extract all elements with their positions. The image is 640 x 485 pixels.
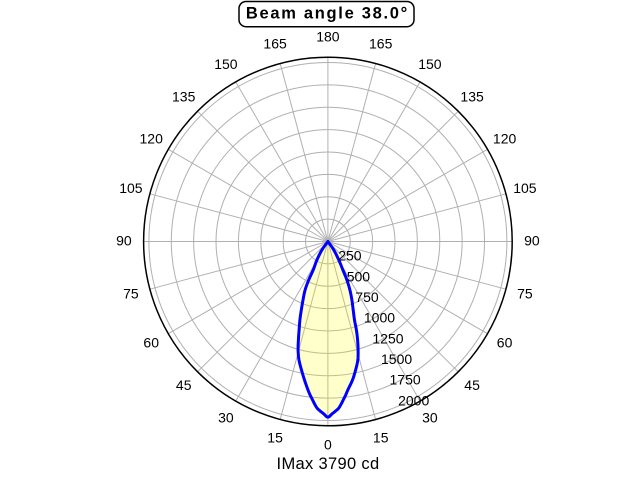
svg-text:IMax 3790 cd: IMax 3790 cd (277, 455, 380, 473)
svg-text:135: 135 (460, 89, 484, 105)
svg-text:120: 120 (140, 131, 164, 147)
svg-text:150: 150 (418, 56, 442, 72)
svg-text:250: 250 (338, 248, 362, 264)
svg-text:45: 45 (176, 377, 192, 393)
svg-text:105: 105 (119, 180, 143, 196)
svg-text:120: 120 (493, 131, 517, 147)
svg-text:105: 105 (513, 180, 537, 196)
svg-text:0: 0 (324, 437, 332, 453)
svg-text:45: 45 (464, 377, 480, 393)
svg-text:75: 75 (123, 286, 139, 302)
svg-text:750: 750 (355, 289, 379, 305)
svg-text:150: 150 (214, 56, 238, 72)
svg-text:75: 75 (517, 286, 533, 302)
svg-text:30: 30 (218, 409, 234, 425)
svg-text:165: 165 (263, 36, 287, 52)
svg-text:135: 135 (172, 89, 196, 105)
svg-text:165: 165 (369, 36, 393, 52)
svg-text:30: 30 (422, 409, 438, 425)
svg-text:15: 15 (373, 430, 389, 446)
svg-text:1500: 1500 (381, 351, 412, 367)
svg-text:60: 60 (497, 335, 513, 351)
svg-text:90: 90 (524, 233, 540, 249)
svg-text:Beam angle 38.0°: Beam angle 38.0° (246, 4, 409, 22)
svg-text:500: 500 (347, 268, 371, 284)
svg-text:90: 90 (116, 233, 132, 249)
svg-text:1000: 1000 (364, 310, 395, 326)
svg-text:15: 15 (267, 430, 283, 446)
svg-text:1250: 1250 (372, 330, 403, 346)
svg-text:60: 60 (143, 335, 159, 351)
svg-text:1750: 1750 (390, 372, 421, 388)
svg-text:180: 180 (316, 29, 340, 45)
svg-text:2000: 2000 (398, 392, 429, 408)
